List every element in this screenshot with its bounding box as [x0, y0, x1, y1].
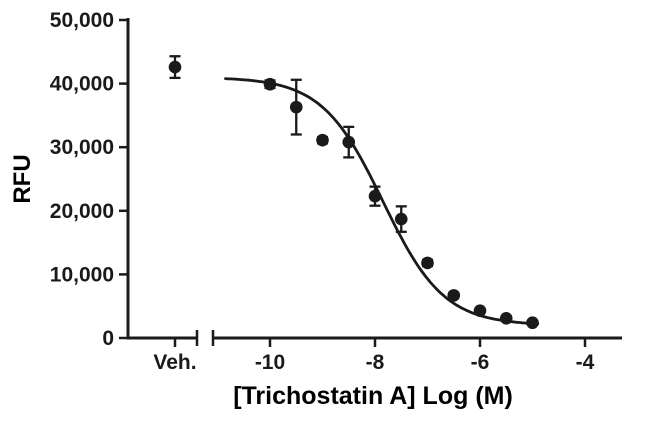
y-tick-label: 20,000 — [50, 200, 114, 223]
data-point — [316, 133, 329, 147]
vehicle-data-point — [168, 60, 182, 74]
x-tick-label: -10 — [255, 351, 285, 374]
axes: 0 10,000 20,000 30,000 40,000 50,000 -10 -8 -6 -4… — [50, 9, 622, 374]
data-point — [447, 289, 461, 302]
data-point — [499, 311, 513, 325]
data-point — [526, 316, 539, 330]
plot-series — [168, 55, 540, 330]
x-axis-title: [Trichostatin A] Log (M) — [233, 382, 513, 410]
y-tick-label: 50,000 — [50, 9, 114, 32]
data-point — [394, 212, 408, 226]
data-point — [342, 135, 356, 149]
x-tick-label: -4 — [576, 351, 595, 374]
data-point — [421, 256, 434, 270]
y-tick-label: 30,000 — [50, 136, 114, 159]
y-axis-title: RFU — [9, 154, 36, 203]
x-tick-label: -8 — [366, 351, 385, 374]
data-point — [289, 100, 303, 114]
data-point — [473, 304, 487, 317]
y-tick-label: 40,000 — [50, 73, 114, 96]
vehicle-tick-label: Veh. — [153, 351, 196, 374]
y-tick-label: 0 — [102, 327, 114, 350]
x-tick-label: -6 — [471, 351, 490, 374]
fit-curve — [224, 77, 540, 326]
data-point — [368, 189, 382, 203]
y-tick-label: 10,000 — [50, 263, 114, 286]
data-point — [263, 77, 277, 91]
